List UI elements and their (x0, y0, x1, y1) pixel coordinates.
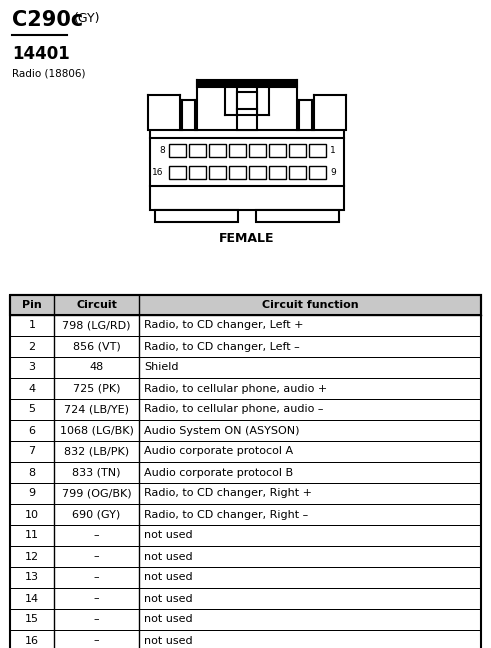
Bar (10, 483, 481, 504)
Text: Radio, to cellular phone, audio –: Radio, to cellular phone, audio – (144, 404, 324, 415)
Text: 14401: 14401 (12, 45, 70, 63)
Text: 1: 1 (28, 321, 35, 330)
Bar (10, 336, 481, 357)
Text: 1068 (LG/BK): 1068 (LG/BK) (59, 426, 134, 435)
Text: 856 (VT): 856 (VT) (73, 341, 120, 351)
Text: not used: not used (144, 614, 192, 625)
Bar (209, 166, 226, 179)
Text: 16: 16 (152, 168, 163, 177)
Bar (256, 210, 339, 222)
Bar (249, 166, 266, 179)
Bar (10, 357, 481, 378)
Text: not used: not used (144, 531, 192, 540)
Text: –: – (94, 594, 99, 603)
Text: 832 (LB/PK): 832 (LB/PK) (64, 446, 129, 456)
Text: 833 (TN): 833 (TN) (72, 467, 121, 478)
Text: Radio (18806): Radio (18806) (12, 68, 85, 78)
Text: 13: 13 (25, 572, 39, 583)
Text: Radio, to cellular phone, audio +: Radio, to cellular phone, audio + (144, 384, 327, 393)
Bar (269, 166, 286, 179)
Bar (10, 609, 481, 630)
Bar (189, 166, 206, 179)
Text: 2: 2 (28, 341, 35, 351)
Text: 798 (LG/RD): 798 (LG/RD) (62, 321, 131, 330)
Text: Radio, to CD changer, Left –: Radio, to CD changer, Left – (144, 341, 300, 351)
Bar (197, 80, 297, 87)
Text: 9: 9 (330, 168, 336, 177)
Text: Shield: Shield (144, 362, 179, 373)
Text: 14: 14 (25, 594, 39, 603)
Bar (10, 525, 481, 546)
Bar (237, 92, 257, 130)
Bar (229, 144, 246, 157)
Text: 725 (PK): 725 (PK) (73, 384, 120, 393)
Text: 1: 1 (330, 146, 336, 155)
Bar (10, 295, 481, 648)
Bar (10, 588, 481, 609)
Bar (169, 166, 186, 179)
Bar (10, 504, 481, 525)
Bar (10, 399, 481, 420)
Bar (309, 166, 326, 179)
Bar (150, 130, 344, 210)
Text: 724 (LB/YE): 724 (LB/YE) (64, 404, 129, 415)
Text: Circuit: Circuit (76, 300, 117, 310)
Text: 12: 12 (25, 551, 39, 562)
Text: Audio corporate protocol A: Audio corporate protocol A (144, 446, 293, 456)
Text: –: – (94, 636, 99, 645)
Text: 8: 8 (28, 467, 35, 478)
Text: (GY): (GY) (74, 12, 101, 25)
Text: 799 (OG/BK): 799 (OG/BK) (62, 489, 131, 498)
Text: not used: not used (144, 594, 192, 603)
Text: Radio, to CD changer, Right +: Radio, to CD changer, Right + (144, 489, 312, 498)
Bar (10, 441, 481, 462)
Text: 10: 10 (25, 509, 39, 520)
Bar (10, 630, 481, 648)
Text: 4: 4 (28, 384, 35, 393)
Text: –: – (94, 531, 99, 540)
Text: –: – (94, 572, 99, 583)
Bar (10, 295, 481, 315)
Bar (10, 567, 481, 588)
Text: –: – (94, 551, 99, 562)
Text: not used: not used (144, 636, 192, 645)
Bar (269, 144, 286, 157)
Text: C290c: C290c (12, 10, 83, 30)
Bar (189, 144, 206, 157)
Bar (10, 546, 481, 567)
Bar (309, 144, 326, 157)
Text: Radio, to CD changer, Right –: Radio, to CD changer, Right – (144, 509, 308, 520)
Text: 8: 8 (159, 146, 165, 155)
Bar (249, 144, 266, 157)
Bar (209, 144, 226, 157)
Text: 690 (GY): 690 (GY) (72, 509, 121, 520)
Bar (10, 315, 481, 336)
Text: 5: 5 (28, 404, 35, 415)
Bar (155, 210, 238, 222)
Text: Pin: Pin (22, 300, 42, 310)
Bar (169, 144, 186, 157)
Text: 7: 7 (28, 446, 35, 456)
Text: 6: 6 (28, 426, 35, 435)
Text: not used: not used (144, 572, 192, 583)
Bar (229, 166, 246, 179)
Text: 11: 11 (25, 531, 39, 540)
Text: –: – (94, 614, 99, 625)
Text: Circuit function: Circuit function (262, 300, 358, 310)
Bar (289, 166, 306, 179)
Bar (10, 420, 481, 441)
Bar (289, 144, 306, 157)
Text: Radio, to CD changer, Left +: Radio, to CD changer, Left + (144, 321, 303, 330)
Bar (10, 462, 481, 483)
Text: 15: 15 (25, 614, 39, 625)
Text: 48: 48 (89, 362, 104, 373)
Text: 9: 9 (28, 489, 35, 498)
Text: FEMALE: FEMALE (219, 232, 275, 245)
Text: not used: not used (144, 551, 192, 562)
Text: Audio System ON (ASYSON): Audio System ON (ASYSON) (144, 426, 300, 435)
Text: 16: 16 (25, 636, 39, 645)
Bar (10, 378, 481, 399)
Text: Audio corporate protocol B: Audio corporate protocol B (144, 467, 293, 478)
Text: 3: 3 (28, 362, 35, 373)
